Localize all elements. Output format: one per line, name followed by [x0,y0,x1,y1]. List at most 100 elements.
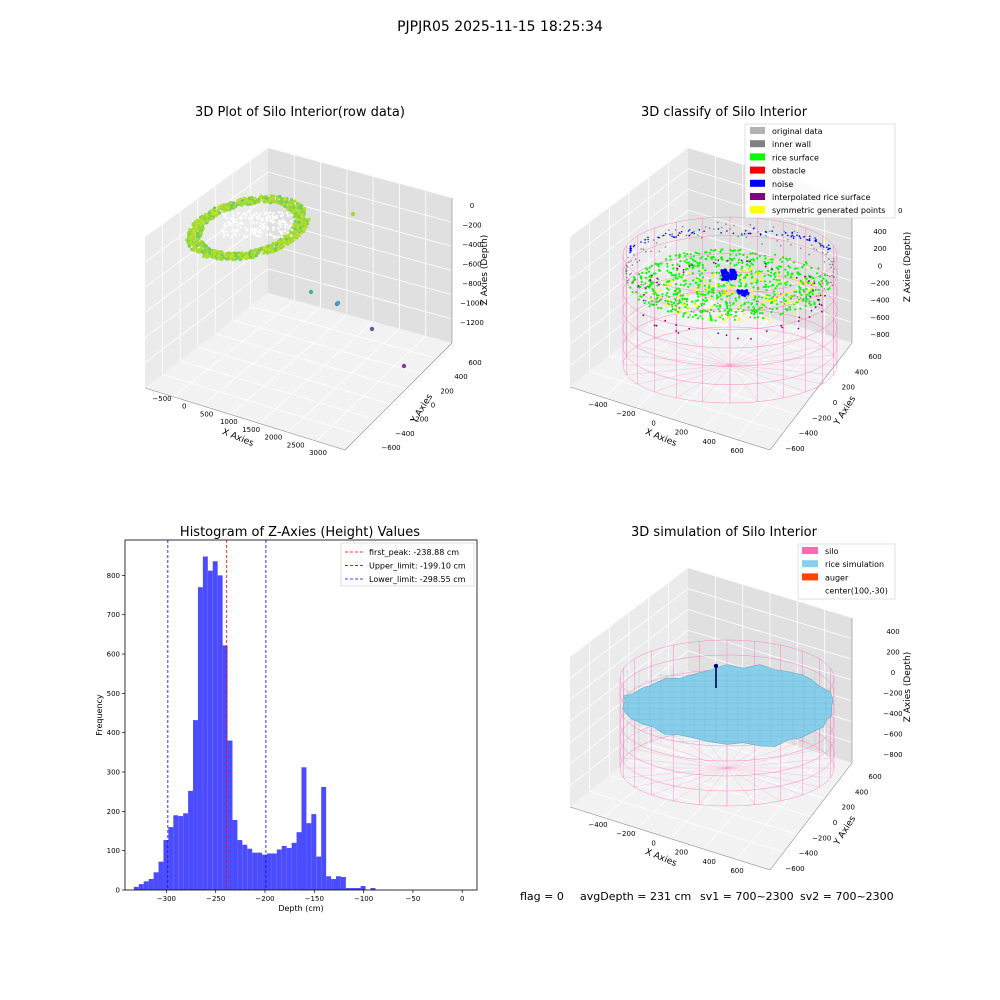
inner-wall-point [765,306,767,309]
inner-wall-point [693,230,695,233]
interpolated-point [658,283,660,286]
inner-wall-point [704,226,707,228]
rice-surface-point [781,312,784,315]
interpolated-point [818,303,821,306]
silo-floor-spoke [654,337,731,366]
symmetric-point [681,278,684,281]
rice-surface-point [719,277,722,280]
raw-point [204,249,208,253]
axis-tick-label: −800 [870,331,889,339]
rice-surface-point [772,290,776,293]
rice-surface-point [816,272,819,275]
rice-surface-point [814,288,817,291]
inner-wall-point [652,304,655,306]
histogram-bar [291,842,297,890]
inner-wall-point [787,308,789,310]
rice-surface-point [828,287,831,290]
histogram-axes-border [124,539,478,891]
rice-surface-point [671,263,674,266]
rice-surface-point [679,283,682,286]
rice-surface-point [714,319,717,322]
silo-floor-spoke [726,767,820,788]
inner-wall-point [717,302,719,305]
symmetric-point [731,290,735,294]
raw-point [265,247,269,251]
symmetric-point [677,295,681,298]
raw-point-gap [279,214,283,218]
noise-point [798,235,801,237]
inner-wall-point [757,231,759,233]
axis-tick-label: 200 [440,387,453,395]
inner-wall-point [625,264,628,267]
rice-surface-point [725,295,729,298]
rice-surface-point [811,290,814,293]
rice-surface-point [763,280,767,283]
histogram-bar [286,847,292,890]
symmetric-point [728,292,732,295]
rice-surface-point [672,267,675,270]
inner-wall-point [745,297,748,300]
axis-tick-label: 400 [703,438,716,446]
rice-surface-point [721,248,724,251]
rice-surface-point [779,258,782,261]
depth-histogram: Histogram of Z-Axies (Height) Values −30… [95,525,478,913]
noise-cluster-point [733,270,737,274]
rice-surface-point [654,292,657,295]
symmetric-point [717,315,720,319]
noise-point [781,234,784,236]
inner-wall-point [631,264,634,266]
rice-surface-point [704,296,707,299]
histogram-bar [158,861,164,890]
raw-point-gap [281,236,284,239]
rice-surface-point [752,298,756,301]
rice-surface-point [781,256,785,259]
silo-floor-spoke [702,364,731,402]
classify-plot-axes-box [569,148,853,451]
histogram-bar [207,570,213,890]
rice-surface-point [705,299,709,302]
silo-floor-spoke [729,364,758,402]
rice-surface-point [767,261,770,264]
inner-wall-point [626,266,629,268]
rice-surface-point [667,280,670,283]
axis-tick-label: −800 [462,280,481,288]
legend-label: Lower_limit: -298.55 cm [369,575,466,584]
raw-point-gap [271,221,274,224]
inner-wall-point [776,240,778,242]
silo-floor-spoke [729,331,784,366]
rice-surface-point [640,277,643,280]
raw-point-gap [278,230,281,233]
symmetric-point [782,280,785,284]
noise-point [732,232,735,235]
raw-point-gap [257,231,261,234]
rice-surface-point [808,302,811,305]
symmetric-point [747,276,750,279]
rice-surface-point [644,276,648,279]
histogram-bar [202,556,208,890]
rice-surface-point [706,255,710,258]
symmetric-point [727,287,731,290]
symmetric-point [703,279,707,283]
rice-surface-point [648,275,651,278]
raw-point [301,216,305,220]
axis-tick-label: 200 [842,384,855,392]
rice-surface-point [740,282,743,285]
legend-swatch [750,127,765,134]
inner-wall-point [796,231,799,234]
rice-surface-point [711,290,715,294]
inner-wall-point [631,281,634,284]
noise-point [726,230,728,232]
raw-point [204,212,209,217]
histogram-y-ticks: 0 100 200 300 400 500 600 700 800 [107,572,125,895]
symmetric-point [793,277,796,280]
raw-point-gap [232,214,235,217]
x-tick-label: −50 [406,895,421,903]
inner-wall-point [645,251,647,253]
inner-wall-point [783,230,786,233]
raw-point [194,220,198,224]
classify-plot-title: 3D classify of Silo Interior [641,105,808,120]
interpolated-point [797,320,800,322]
legend-label: rice surface [772,153,819,162]
symmetric-point [712,273,715,277]
raw-point-gap [266,215,269,219]
